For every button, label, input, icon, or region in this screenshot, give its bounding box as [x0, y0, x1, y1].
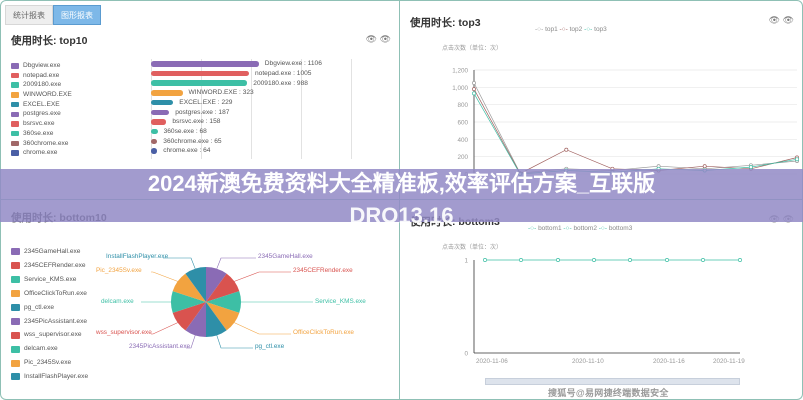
svg-text:1: 1: [464, 258, 468, 265]
svg-text:200: 200: [457, 154, 468, 161]
svg-text:1,200: 1,200: [452, 68, 468, 75]
svg-text:600: 600: [457, 120, 468, 127]
svg-text:1,000: 1,000: [452, 85, 468, 92]
svg-text:2020-11-06: 2020-11-06: [476, 358, 508, 365]
svg-text:2020-11-16: 2020-11-16: [653, 358, 685, 365]
svg-text:2020-11-10: 2020-11-10: [572, 358, 604, 365]
svg-text:0: 0: [464, 351, 468, 358]
svg-text:400: 400: [457, 137, 468, 144]
svg-text:2020-11-19: 2020-11-19: [713, 358, 745, 365]
svg-text:800: 800: [457, 102, 468, 109]
